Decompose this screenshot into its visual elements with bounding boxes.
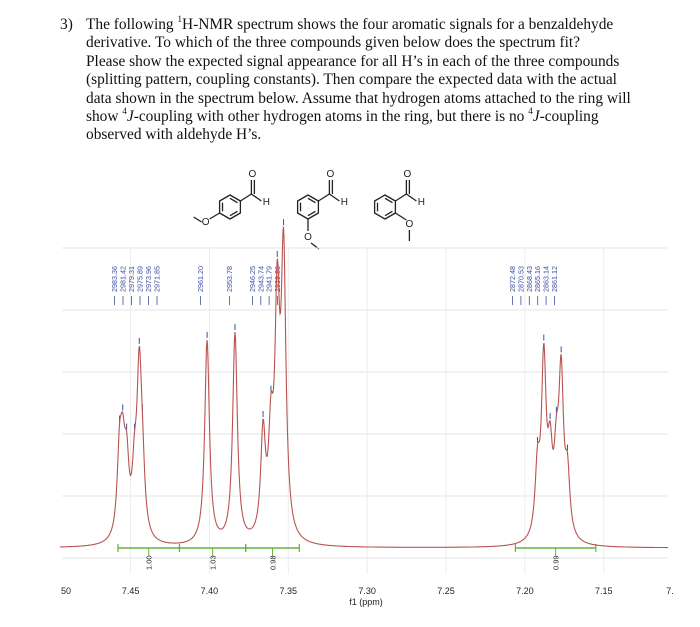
superscript: 4 — [122, 105, 127, 116]
bond — [406, 193, 417, 202]
mol1-aldehyde-o-label: O — [249, 169, 257, 180]
peak-label: 2865.16 — [533, 266, 542, 292]
double-bond — [307, 210, 316, 217]
text-run: observed with aldehyde H’s. — [86, 126, 262, 144]
text-run: show — [86, 108, 123, 126]
peak-label: 2971.85 — [153, 266, 162, 292]
x-tick-label: 7.40 — [201, 586, 219, 596]
text-run: J-coupling — [532, 108, 599, 126]
peak-label: 2953.78 — [225, 266, 234, 292]
question-line: Please show the expected signal appearan… — [86, 53, 680, 71]
text-run: H-NMR spectrum shows the four aromatic s… — [181, 16, 614, 33]
peak-label: 2868.43 — [525, 266, 534, 292]
double-bond — [307, 197, 316, 204]
question-line: derivative. To which of the three compou… — [86, 34, 680, 52]
bond — [318, 193, 330, 202]
mol2-aldehyde-o-label: O — [327, 169, 335, 180]
bond — [329, 193, 340, 202]
peak-label: 2973.96 — [144, 266, 153, 292]
peak-label: 2939.86 — [273, 266, 282, 292]
peak-label: 2961.20 — [196, 266, 205, 292]
question-line: (splitting pattern, coupling constants).… — [86, 71, 680, 89]
bond — [395, 212, 407, 221]
x-tick-label: 7.45 — [122, 586, 140, 596]
x-axis: 50 7.45 7.40 7.35 7.30 7.25 7.20 7.15 7. — [61, 586, 674, 596]
question-line: The following 1H-NMR spectrum shows the … — [86, 13, 680, 34]
peak-label: 2975.89 — [136, 266, 145, 292]
mol3-aldehyde-h-label: H — [418, 197, 425, 208]
bond — [193, 216, 202, 223]
question-line: data shown in the spectrum below. Assume… — [86, 90, 680, 108]
nmr-spectrum: 2983.36 2981.42 2979.31 2975.89 2973.96 2971.… — [59, 219, 674, 607]
bond — [240, 193, 252, 202]
plot-grid — [62, 247, 668, 574]
x-tick-label: 7.35 — [280, 586, 298, 596]
superscript: 1 — [177, 13, 182, 24]
text-run: (splitting pattern, coupling constants).… — [86, 71, 617, 89]
peak-label: 2872.48 — [508, 266, 517, 292]
text-run: The following — [86, 16, 178, 33]
text-run: J-coupling with other hydrogen atoms in … — [126, 108, 529, 126]
text-run: derivative. To which of the three compou… — [86, 34, 580, 52]
superscript: 4 — [528, 105, 533, 116]
text-run: data shown in the spectrum below. Assume… — [86, 89, 631, 107]
peak-label: 2981.42 — [119, 266, 128, 292]
integral-label: 0.98 — [269, 555, 278, 570]
mol3-aldehyde-o-label: O — [404, 169, 412, 180]
mol1-methoxy-o-label: O — [202, 217, 210, 228]
double-bond — [229, 210, 238, 217]
text-run: Please show the expected signal appearan… — [86, 52, 620, 70]
peak-label: 2861.12 — [550, 266, 559, 292]
integral-label: 1.00 — [145, 555, 154, 570]
question-number: 3) — [60, 16, 73, 33]
mol2-methoxy-o-label: O — [304, 232, 312, 243]
x-tick-label: 50 — [61, 586, 71, 596]
question-line: observed with aldehyde H’s. — [86, 126, 680, 144]
x-tick-label: 7.20 — [516, 586, 534, 596]
spectrum-trace — [59, 226, 668, 549]
integral-label: 0.99 — [552, 555, 561, 570]
x-tick-label: 7.25 — [437, 586, 455, 596]
peak-label: 2946.25 — [248, 266, 257, 292]
integral-label: 1.03 — [209, 555, 218, 570]
double-bond — [229, 197, 238, 204]
peak-labels: 2983.36 2981.42 2979.31 2975.89 2973.96 2971.… — [110, 219, 568, 451]
peak-label: 2941.79 — [265, 266, 274, 292]
bond — [251, 193, 262, 202]
question-line: show 4J-coupling with other hydrogen ato… — [86, 105, 680, 126]
peak-label: 2943.74 — [256, 266, 265, 292]
bond — [395, 193, 407, 202]
peak-label: 2983.36 — [110, 266, 119, 292]
mol1-aldehyde-h-label: H — [263, 197, 270, 208]
x-tick-label: 7.30 — [358, 586, 376, 596]
x-tick-label: 7. — [666, 586, 674, 596]
peak-label: 2863.14 — [542, 266, 551, 292]
peak-label: 2979.31 — [127, 266, 136, 292]
mol2-aldehyde-h-label: H — [341, 197, 348, 208]
peak-label: 2870.53 — [516, 266, 525, 292]
double-bond — [384, 210, 393, 217]
question-body: The following 1H-NMR spectrum shows the … — [86, 13, 680, 145]
bond — [209, 212, 220, 220]
mol3-methoxy-o-label: O — [406, 219, 414, 230]
double-bond — [384, 197, 393, 204]
x-tick-label: 7.15 — [595, 586, 613, 596]
integral-traces: 1.00 1.03 0.98 0.99 — [117, 544, 597, 570]
x-axis-label: f1 (ppm) — [349, 597, 383, 607]
